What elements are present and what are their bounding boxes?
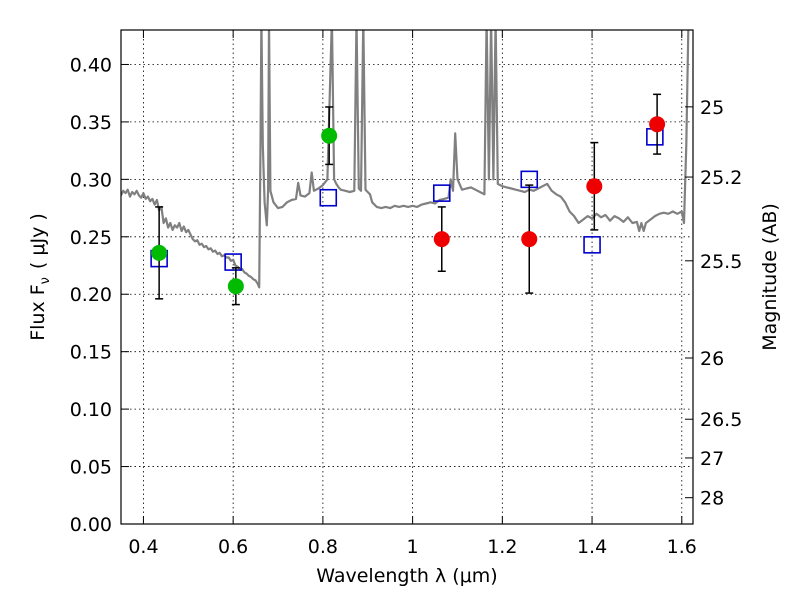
y-tick-label: 0.20 xyxy=(70,284,112,306)
y2-tick-label: 26.5 xyxy=(700,409,742,431)
x-tick-label: 0.6 xyxy=(218,536,248,558)
x-tick-label: 0.8 xyxy=(308,536,338,558)
y2-tick-label: 26 xyxy=(700,348,724,370)
x-tick-label: 0.4 xyxy=(128,536,158,558)
model-point xyxy=(432,184,451,202)
observed-point xyxy=(321,127,338,144)
ticks: 0.4 0.6 0.8 1 1.2 1.4 1.6 0.00 0.05 0.10 0.15 0.20 0… xyxy=(70,30,742,558)
model-point xyxy=(319,188,338,207)
y-tick-label: 0.40 xyxy=(70,54,112,76)
observed-point xyxy=(433,231,450,248)
plot-frame xyxy=(120,29,694,525)
y-tick-label: 0.10 xyxy=(70,399,112,421)
y2-tick-label: 28 xyxy=(700,488,724,510)
observed-point xyxy=(227,278,244,295)
observed-point xyxy=(649,116,666,133)
plot-area xyxy=(121,30,690,306)
x-tick-label: 1.6 xyxy=(667,536,697,558)
spectrum-line xyxy=(121,30,690,289)
observed-point xyxy=(151,244,168,261)
y-tick-label: 0.30 xyxy=(70,169,112,191)
y2-tick-label: 25 xyxy=(700,97,724,119)
y2-axis-label: Magnitude (AB) xyxy=(759,203,781,351)
observed-point xyxy=(521,231,538,248)
y2-tick-label: 25.2 xyxy=(700,167,742,189)
x-tick-label: 1.4 xyxy=(577,536,607,558)
observed-point xyxy=(586,178,603,195)
model-point xyxy=(224,253,242,271)
model-point xyxy=(583,236,601,254)
y-axis-label-main: Flux F xyxy=(27,284,49,340)
y2-tick-label: 27 xyxy=(700,448,724,470)
y-tick-label: 0.25 xyxy=(70,227,112,249)
x-tick-label: 1 xyxy=(407,536,419,558)
y-axis-label-unit: ( μJy ) xyxy=(27,213,49,269)
y-tick-label: 0.15 xyxy=(70,342,112,364)
y-tick-label: 0.05 xyxy=(70,457,112,479)
y-axis-label-sub: ν xyxy=(38,277,53,284)
y-tick-label: 0.00 xyxy=(70,514,112,536)
x-axis-label: Wavelength λ (μm) xyxy=(316,565,497,587)
x-tick-label: 1.2 xyxy=(487,536,517,558)
y-tick-label: 0.35 xyxy=(70,112,112,134)
y2-tick-label: 25.5 xyxy=(700,251,742,273)
y-axis-label: Flux Fν ( μJy ) xyxy=(27,213,53,341)
